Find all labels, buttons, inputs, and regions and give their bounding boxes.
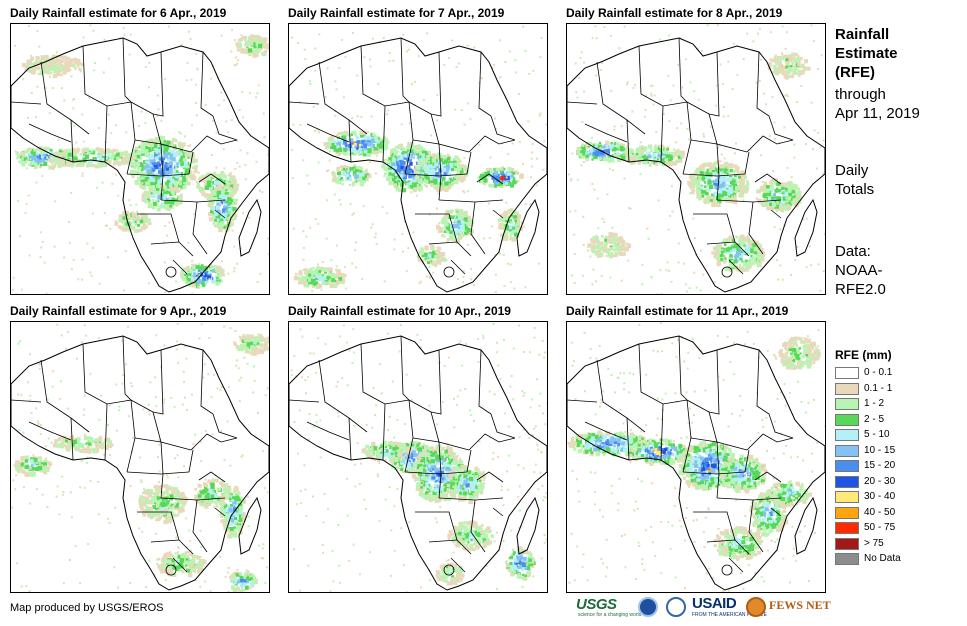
usaid-tagline: FROM THE AMERICAN PEOPLE [692, 612, 767, 618]
panel-title: Daily Rainfall estimate for 7 Apr., 2019 [288, 6, 505, 20]
fews-net-logo: FEWS NET [769, 598, 831, 612]
legend-swatch [835, 398, 859, 410]
legend-label: 2 - 5 [864, 413, 885, 425]
legend-item: 0.1 - 1 [835, 382, 959, 398]
legend-label: 20 - 30 [864, 475, 896, 487]
legend-item: 2 - 5 [835, 413, 959, 429]
logo-bar: USGS science for a changing world USAID … [576, 594, 831, 622]
legend-item: 20 - 30 [835, 475, 959, 491]
legend-swatch [835, 506, 859, 519]
daily-label: Daily [835, 162, 869, 179]
legend-label: No Data [864, 553, 901, 564]
legend-swatch [835, 429, 859, 441]
legend-label: 0 - 0.1 [864, 367, 893, 378]
africa-map-svg [289, 25, 547, 294]
legend: RFE (mm) 0 - 0.1 0.1 - 1 1 - 2 2 - 5 5 - 10 1… [835, 347, 959, 568]
panel-title: Daily Rainfall estimate for 10 Apr., 201… [288, 304, 511, 318]
rainfall-map [288, 23, 548, 295]
legend-label: 1 - 2 [864, 398, 885, 409]
panel-title: Daily Rainfall estimate for 8 Apr., 2019 [566, 6, 783, 20]
africa-map-svg [567, 24, 825, 294]
sidebar-through: through Apr 11, 2019 [835, 85, 920, 123]
legend-item: No Data [835, 552, 959, 568]
legend-label: 40 - 50 [864, 506, 896, 518]
credit-text: Map produced by USGS/EROS [10, 602, 164, 614]
through-date: Apr 11, 2019 [835, 105, 920, 122]
legend-label: 10 - 15 [864, 444, 896, 456]
legend-title: RFE (mm) [835, 348, 892, 362]
seal-logo-icon [666, 597, 686, 617]
totals-label: Totals [835, 181, 875, 198]
through-label: through [835, 86, 886, 103]
rainfall-map [10, 23, 270, 295]
panel-title: Daily Rainfall estimate for 11 Apr., 201… [566, 304, 789, 318]
usaid-logo: USAID [692, 595, 737, 612]
source-line2: RFE2.0 [835, 281, 886, 298]
legend-item: 50 - 75 [835, 521, 959, 537]
sidebar-title-line1: Rainfall [835, 26, 890, 43]
usgs-tagline: science for a changing world [578, 612, 642, 618]
legend-label: 50 - 75 [864, 522, 896, 533]
rainfall-map [566, 23, 826, 295]
sidebar-title-line2: Estimate [835, 45, 898, 62]
legend-item: 10 - 15 [835, 444, 959, 460]
panel-title: Daily Rainfall estimate for 9 Apr., 2019 [10, 304, 227, 318]
legend-item: 30 - 40 [835, 490, 959, 506]
legend-rows: 0 - 0.1 0.1 - 1 1 - 2 2 - 5 5 - 10 10 - 15 15 … [835, 366, 959, 568]
legend-item: > 75 [835, 537, 959, 553]
rainfall-map [10, 321, 270, 593]
legend-item: 1 - 2 [835, 397, 959, 413]
legend-item: 15 - 20 [835, 459, 959, 475]
legend-label: 5 - 10 [864, 429, 890, 440]
legend-swatch [835, 382, 859, 395]
africa-map-svg [289, 323, 547, 592]
sidebar-daily-totals: Daily Totals [835, 161, 874, 199]
legend-item: 0 - 0.1 [835, 366, 959, 382]
source-line1: NOAA- [835, 262, 883, 279]
rainfall-map [566, 321, 826, 593]
legend-swatch [835, 553, 859, 565]
legend-swatch [835, 367, 859, 379]
sidebar-data-source: Data: NOAA- RFE2.0 [835, 242, 886, 299]
legend-swatch [835, 537, 859, 550]
data-label: Data: [835, 243, 871, 260]
africa-map-svg [11, 24, 269, 294]
africa-map-svg [11, 322, 269, 592]
legend-swatch [835, 475, 859, 488]
panel-title: Daily Rainfall estimate for 6 Apr., 2019 [10, 6, 227, 20]
usgs-logo: USGS [576, 596, 617, 613]
legend-swatch [835, 491, 859, 503]
legend-swatch [835, 460, 859, 472]
legend-label: > 75 [864, 537, 884, 549]
legend-item: 40 - 50 [835, 506, 959, 522]
legend-item: 5 - 10 [835, 428, 959, 444]
legend-swatch [835, 444, 859, 457]
legend-label: 15 - 20 [864, 460, 896, 471]
rainfall-map [288, 321, 548, 593]
legend-label: 30 - 40 [864, 491, 896, 502]
noaa-logo-icon [638, 597, 658, 617]
legend-label: 0.1 - 1 [864, 382, 893, 394]
legend-swatch [835, 413, 859, 426]
africa-map-svg [567, 322, 825, 592]
legend-swatch [835, 522, 859, 534]
sidebar-title-line3: (RFE) [835, 64, 875, 81]
fews-net-globe-icon [746, 597, 766, 617]
sidebar-title: Rainfall Estimate (RFE) [835, 25, 898, 82]
